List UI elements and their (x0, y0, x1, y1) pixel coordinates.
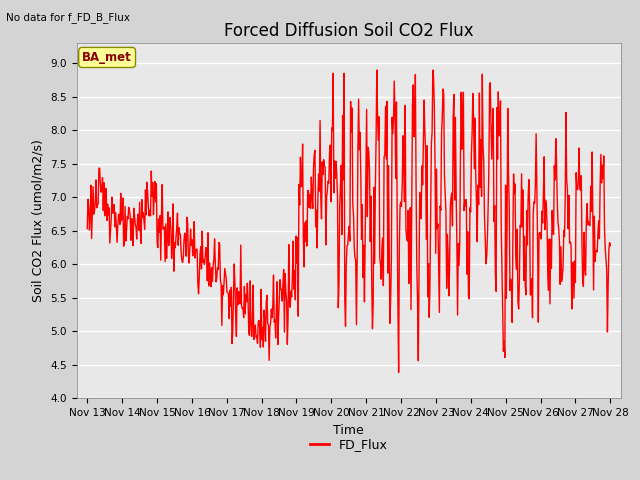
Text: BA_met: BA_met (82, 51, 132, 64)
Y-axis label: Soil CO2 Flux (umol/m2/s): Soil CO2 Flux (umol/m2/s) (32, 139, 45, 302)
Text: No data for f_FD_B_Flux: No data for f_FD_B_Flux (6, 12, 131, 23)
X-axis label: Time: Time (333, 424, 364, 437)
Title: Forced Diffusion Soil CO2 Flux: Forced Diffusion Soil CO2 Flux (224, 22, 474, 40)
Legend: FD_Flux: FD_Flux (305, 433, 392, 456)
